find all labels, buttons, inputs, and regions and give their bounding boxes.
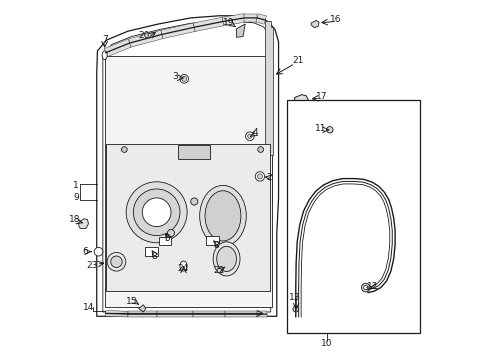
Bar (104, 56, 272, 307)
Bar (144, 247, 158, 256)
Text: 9: 9 (73, 193, 79, 202)
Text: 21: 21 (291, 57, 303, 66)
Text: 20: 20 (138, 31, 149, 40)
Circle shape (257, 147, 263, 152)
Circle shape (121, 147, 127, 152)
Circle shape (182, 76, 186, 81)
Text: 14: 14 (82, 303, 94, 312)
Polygon shape (139, 305, 145, 312)
Circle shape (363, 285, 367, 290)
Polygon shape (222, 14, 244, 26)
Text: 7: 7 (102, 35, 107, 44)
Text: 16: 16 (329, 15, 341, 24)
Text: 15: 15 (126, 297, 137, 306)
Polygon shape (264, 22, 273, 155)
Text: 10: 10 (321, 339, 332, 348)
Text: 18: 18 (69, 215, 80, 224)
Polygon shape (128, 30, 163, 47)
Ellipse shape (213, 242, 240, 276)
Ellipse shape (199, 185, 246, 246)
Circle shape (94, 247, 102, 256)
Text: 6: 6 (82, 247, 88, 256)
Circle shape (257, 174, 262, 179)
Polygon shape (257, 311, 266, 317)
Polygon shape (193, 17, 224, 31)
Polygon shape (192, 311, 224, 317)
Circle shape (326, 127, 332, 133)
Text: 19: 19 (223, 18, 234, 27)
Ellipse shape (180, 261, 187, 271)
Text: 22: 22 (213, 266, 224, 275)
Text: 11: 11 (314, 123, 326, 132)
Ellipse shape (102, 51, 107, 59)
Polygon shape (161, 23, 195, 39)
Bar (178, 145, 210, 159)
Circle shape (245, 132, 254, 140)
Text: 13: 13 (288, 293, 300, 302)
Polygon shape (128, 311, 156, 317)
Polygon shape (224, 311, 257, 317)
Polygon shape (236, 24, 244, 37)
Polygon shape (104, 39, 131, 57)
Ellipse shape (216, 246, 236, 271)
Polygon shape (105, 311, 128, 317)
Circle shape (142, 198, 171, 226)
Circle shape (133, 189, 180, 235)
Circle shape (180, 75, 188, 83)
Circle shape (255, 172, 264, 181)
Bar (205, 235, 219, 244)
Polygon shape (79, 219, 88, 228)
Polygon shape (156, 311, 192, 317)
Text: 5: 5 (164, 234, 170, 243)
Text: 3: 3 (172, 72, 178, 81)
Text: 23: 23 (86, 261, 98, 270)
Circle shape (167, 229, 174, 237)
Circle shape (247, 134, 251, 138)
Polygon shape (294, 95, 308, 105)
Text: 2: 2 (265, 173, 271, 182)
Circle shape (110, 256, 122, 267)
Bar (286, 100, 419, 333)
Circle shape (126, 182, 187, 243)
Circle shape (292, 306, 298, 312)
Text: 24: 24 (177, 265, 188, 274)
Circle shape (190, 198, 198, 205)
Text: 8: 8 (151, 252, 157, 261)
Polygon shape (310, 21, 319, 28)
Polygon shape (244, 14, 257, 22)
Polygon shape (255, 14, 266, 24)
Circle shape (107, 252, 125, 271)
Bar (106, 144, 269, 291)
Bar (159, 237, 170, 245)
Ellipse shape (204, 191, 241, 241)
Circle shape (361, 283, 369, 292)
Text: 12: 12 (366, 282, 377, 291)
Text: 4: 4 (252, 128, 258, 137)
Text: 17: 17 (315, 92, 326, 101)
Circle shape (190, 146, 198, 153)
Text: 8: 8 (213, 241, 219, 250)
Text: 1: 1 (73, 181, 79, 190)
